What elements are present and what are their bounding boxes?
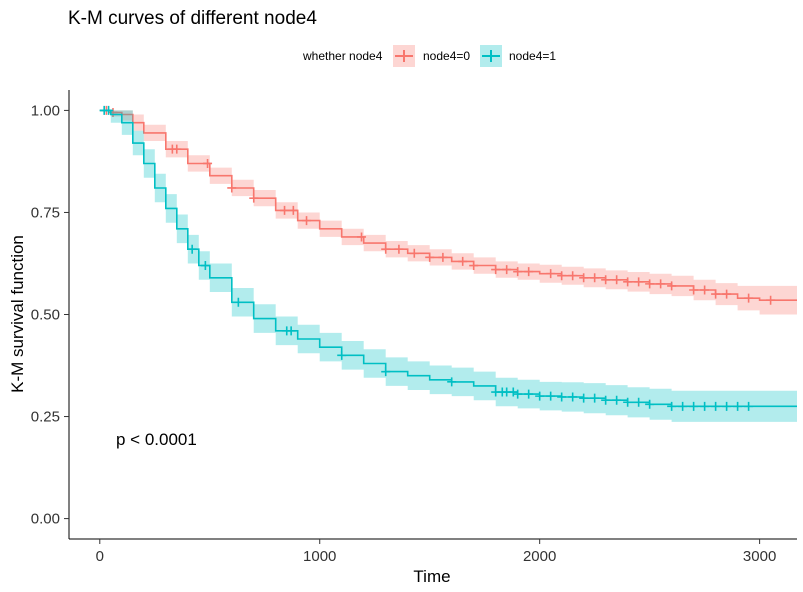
legend-title: whether node4 [302, 49, 383, 63]
censor-mark-0-10 [357, 232, 367, 242]
censor-mark-1-25 [634, 397, 644, 407]
censor-mark-0-3 [172, 144, 182, 154]
censor-mark-1-29 [689, 401, 699, 411]
censor-mark-0-9 [302, 216, 312, 226]
censor-mark-0-31 [645, 279, 655, 289]
censor-mark-1-16 [535, 391, 545, 401]
y-tick-label-2: 0.50 [31, 307, 60, 324]
censor-mark-0-4 [203, 158, 213, 168]
censor-mark-1-34 [744, 401, 754, 411]
p-value-annotation: p < 0.0001 [116, 430, 197, 449]
censor-mark-0-35 [700, 285, 710, 295]
censor-mark-0-21 [524, 267, 534, 277]
censor-mark-1-28 [678, 401, 688, 411]
censor-mark-1-6 [286, 326, 296, 336]
censor-mark-0-29 [623, 277, 633, 287]
censor-mark-1-27 [667, 401, 677, 411]
plot-area [99, 105, 798, 422]
censor-mark-0-6 [249, 193, 259, 203]
x-tick-label-3: 3000 [743, 548, 776, 565]
censor-mark-1-2 [187, 244, 197, 254]
legend-label-0: node4=0 [423, 49, 470, 63]
censor-mark-0-36 [711, 289, 721, 299]
censor-mark-0-33 [667, 281, 677, 291]
censor-mark-1-20 [579, 393, 589, 403]
censor-mark-0-27 [601, 275, 611, 285]
censor-mark-0-14 [425, 252, 435, 262]
x-tick-label-1: 1000 [303, 548, 336, 565]
censor-mark-0-30 [634, 277, 644, 287]
censor-mark-0-23 [557, 271, 567, 281]
x-ticks: 0 1000 2000 3000 [96, 539, 776, 565]
censor-mark-1-22 [601, 395, 611, 405]
y-axis-title: K-M survival function [8, 235, 27, 393]
censor-mark-0-24 [568, 271, 578, 281]
legend-entry-1: node4=1 [480, 45, 556, 67]
censor-mark-1-7 [337, 350, 347, 360]
censor-mark-1-13 [508, 387, 518, 397]
censor-mark-1-23 [612, 395, 622, 405]
censor-mark-0-12 [394, 244, 404, 254]
censor-mark-1-33 [733, 401, 743, 411]
censor-mark-1-9 [447, 377, 457, 387]
censor-mark-0-5 [227, 183, 237, 193]
censor-mark-1-19 [568, 392, 578, 402]
censor-mark-0-1 [108, 107, 118, 117]
censor-mark-1-30 [700, 401, 710, 411]
censor-mark-1-17 [546, 391, 556, 401]
censor-mark-0-39 [766, 295, 776, 305]
censor-mark-0-8 [288, 205, 298, 215]
x-axis-title: Time [413, 567, 450, 586]
censor-mark-0-38 [744, 293, 754, 303]
legend-label-1: node4=1 [509, 49, 556, 63]
censor-mark-0-22 [546, 269, 556, 279]
censor-mark-0-11 [381, 244, 391, 254]
censor-mark-0-19 [502, 265, 512, 275]
y-tick-label-3: 0.75 [31, 204, 60, 221]
censor-mark-1-32 [722, 401, 732, 411]
censor-mark-0-20 [513, 267, 523, 277]
censor-mark-1-31 [711, 401, 721, 411]
censor-mark-0-25 [579, 273, 589, 283]
censor-mark-0-13 [409, 248, 419, 258]
censor-mark-0-7 [280, 205, 290, 215]
censor-mark-1-3 [200, 261, 210, 271]
censor-mark-1-18 [557, 392, 567, 402]
censor-mark-0-18 [491, 265, 501, 275]
censor-mark-0-34 [689, 285, 699, 295]
censor-mark-1-1 [104, 105, 114, 115]
y-ticks: 0.00 0.25 0.50 0.75 1.00 [31, 102, 69, 528]
legend-entry-0: node4=0 [393, 45, 470, 67]
censor-mark-0-26 [590, 273, 600, 283]
ci-band-0 [99, 110, 798, 315]
chart-title: K-M curves of different node4 [68, 8, 317, 29]
censor-mark-0-37 [722, 289, 732, 299]
y-tick-label-1: 0.25 [31, 409, 60, 426]
censor-mark-0-17 [469, 261, 479, 271]
censor-mark-0-28 [612, 275, 622, 285]
censor-mark-0-32 [656, 279, 666, 289]
x-tick-label-0: 0 [96, 548, 104, 565]
censor-mark-1-14 [513, 389, 523, 399]
censor-mark-1-8 [381, 367, 391, 377]
x-tick-label-2: 2000 [523, 548, 556, 565]
censor-mark-1-4 [233, 297, 243, 307]
censor-mark-1-21 [590, 393, 600, 403]
y-tick-label-0: 0.00 [31, 511, 60, 528]
y-tick-label-4: 1.00 [31, 102, 60, 119]
legend: whether node4 node4=0 node4=1 [302, 45, 556, 67]
censor-mark-1-24 [623, 397, 633, 407]
censor-mark-0-16 [458, 256, 468, 266]
censor-mark-1-26 [645, 399, 655, 409]
censor-mark-1-15 [524, 389, 534, 399]
censor-mark-0-15 [438, 252, 448, 262]
